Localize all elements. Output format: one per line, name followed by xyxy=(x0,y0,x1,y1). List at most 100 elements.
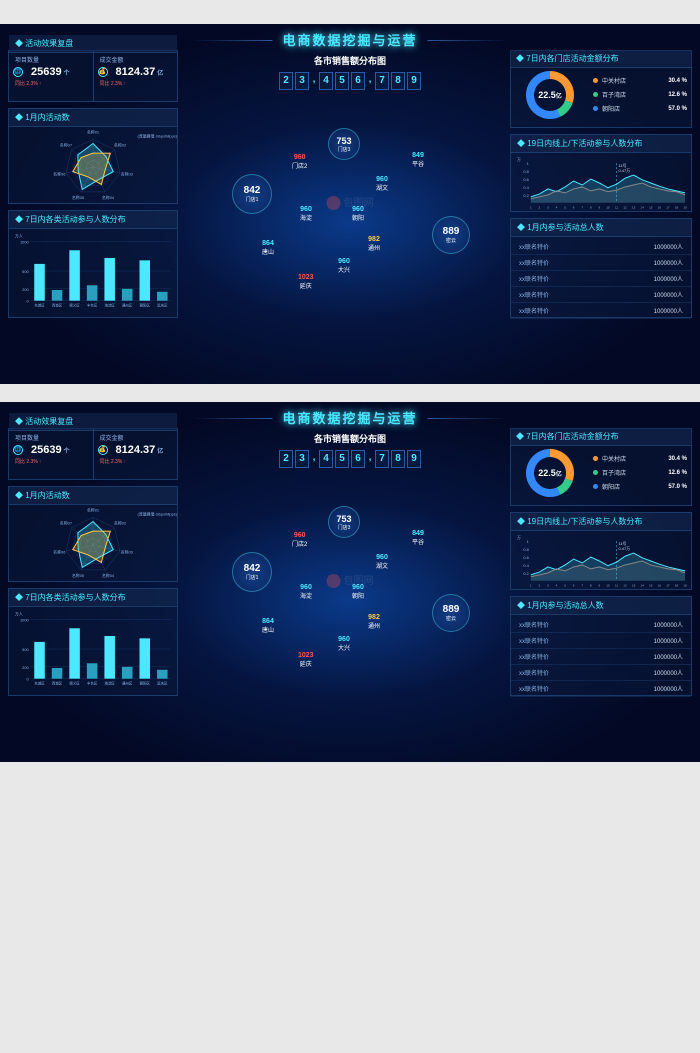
bubble-small: 960湖文 xyxy=(376,176,388,192)
svg-text:8: 8 xyxy=(590,584,592,588)
svg-text:11: 11 xyxy=(615,584,618,588)
legend-label: 朝阳店 xyxy=(602,104,620,113)
bubble-label: 海淀 xyxy=(300,213,312,222)
bubble-value: 960 xyxy=(292,154,307,161)
list-name: xx联名特价 xyxy=(519,290,549,299)
svg-text:延庆区: 延庆区 xyxy=(157,681,168,686)
svg-text:22.5亿: 22.5亿 xyxy=(538,468,562,478)
radar-chart: 名称01名称02名称03名称04名称05名称06名称07(流量峰值 Gbps/M… xyxy=(9,127,177,205)
svg-text:0.2: 0.2 xyxy=(523,571,528,576)
list-body: xx联名特价1000000人xx联名特价1000000人xx联名特价100000… xyxy=(511,615,691,699)
digit: 9 xyxy=(407,72,421,90)
svg-text:2: 2 xyxy=(539,584,541,588)
svg-text:西城区: 西城区 xyxy=(52,681,63,686)
bubble-label: 朝阳 xyxy=(352,213,364,222)
list-name: xx联名特价 xyxy=(519,274,549,283)
legend-dot xyxy=(593,456,598,461)
legend-pct: 12.6 % xyxy=(668,470,687,476)
svg-text:延庆区: 延庆区 xyxy=(157,303,168,308)
svg-text:名称06: 名称06 xyxy=(53,550,66,555)
bubble-value: 849 xyxy=(412,152,424,159)
stat-box: 项目数量 🌐 25639个 同比 2.3% xyxy=(9,429,93,479)
svg-text:丰台区: 丰台区 xyxy=(87,303,98,308)
dashboard: 电商数据挖掘与运营 包图网 活动效果复盘 项目数量 🌐 25639个 同比 2.… xyxy=(0,24,700,384)
svg-text:7: 7 xyxy=(581,206,583,210)
bubble-value: 889 xyxy=(443,226,460,237)
stat-value: 8124.37亿 xyxy=(116,66,172,78)
svg-text:(流量峰值 Gbps/Mpps): (流量峰值 Gbps/Mpps) xyxy=(137,133,177,138)
bubble-large: 889密云 xyxy=(432,216,470,254)
donut-chart: 22.5亿 xyxy=(519,442,581,504)
bubble-label: 门店1 xyxy=(246,574,259,581)
stat-change: 同比 2.3% xyxy=(100,458,172,465)
list-value: 1000000人 xyxy=(654,668,683,677)
svg-text:16: 16 xyxy=(658,584,662,588)
bubble-label: 通州 xyxy=(368,621,380,630)
radar-chart: 名称01名称02名称03名称04名称05名称06名称07(流量峰值 Gbps/M… xyxy=(9,505,177,583)
digit: 4 xyxy=(319,450,333,468)
digit: , xyxy=(367,72,373,90)
bubble-label: 朝阳 xyxy=(352,591,364,600)
legend-dot xyxy=(593,92,598,97)
radar-panel: 1月内活动数 名称01名称02名称03名称04名称05名称06名称07(流量峰值… xyxy=(8,486,178,582)
list-row: xx联名特价 1000000人 xyxy=(511,287,691,303)
bubble-label: 唐山 xyxy=(262,247,274,256)
list-name: xx联名特价 xyxy=(519,258,549,267)
bubble-small: 960门店2 xyxy=(292,154,307,170)
svg-text:10: 10 xyxy=(606,206,610,210)
list-body: xx联名特价 1000000人 xx联名特价 1000000人 xx联名特价 100000… xyxy=(511,237,691,321)
bubble-label: 湖文 xyxy=(376,183,388,192)
list-value: 1000000人 xyxy=(654,652,683,661)
legend-row: 中关村店30.4 % xyxy=(593,76,687,85)
bubble-value: 960 xyxy=(338,636,350,643)
svg-text:12: 12 xyxy=(623,206,627,210)
legend-dot xyxy=(593,78,598,83)
digit: 6 xyxy=(351,450,365,468)
radar-panel: 1月内活动数 名称01名称02名称03名称04名称05名称06名称07(流量峰值… xyxy=(8,108,178,204)
bubble-small: 960大兴 xyxy=(338,636,350,652)
svg-text:名称04: 名称04 xyxy=(102,195,115,200)
list-name: xx联名特价 xyxy=(519,652,549,661)
svg-text:13: 13 xyxy=(632,584,636,588)
stat-label: 项目数量 xyxy=(15,55,87,64)
stat-box: 成交金额 💰 8124.37亿 同比 2.3% xyxy=(93,51,178,101)
svg-text:0.8: 0.8 xyxy=(523,547,529,552)
digit: , xyxy=(311,450,317,468)
bubble-label: 大兴 xyxy=(338,265,350,274)
svg-text:1: 1 xyxy=(530,206,532,210)
svg-text:14: 14 xyxy=(641,584,645,588)
digit: 6 xyxy=(351,72,365,90)
svg-text:名称01: 名称01 xyxy=(87,129,99,134)
bubble-label: 海淀 xyxy=(300,591,312,600)
donut-panel: 7日内各门店活动金额分布 22.5亿 中关村店30.4 %百子湾店12.6 %朝… xyxy=(510,428,692,506)
bubble-large: 753门店3 xyxy=(328,506,360,538)
svg-text:5: 5 xyxy=(564,584,566,588)
svg-text:7: 7 xyxy=(581,584,583,588)
dashboard-title: 电商数据挖掘与运营 xyxy=(282,408,417,427)
radar-title: 1月内活动数 xyxy=(9,487,177,505)
bar-chart: 万人02005001000东城区西城区顺义区丰台区海淀区通州区朝阳区延庆区 xyxy=(9,607,177,695)
svg-text:3: 3 xyxy=(547,206,549,210)
bubble-small: 849平谷 xyxy=(412,152,424,168)
svg-text:名称04: 名称04 xyxy=(102,573,115,578)
bubble-value: 960 xyxy=(376,554,388,561)
svg-text:13: 13 xyxy=(632,206,636,210)
list-value: 1000000人 xyxy=(654,274,683,283)
stat-box: 成交金额 💰 8124.37亿 同比 2.3% xyxy=(93,429,178,479)
list-value: 1000000人 xyxy=(654,258,683,267)
digit: 3 xyxy=(295,450,309,468)
stats-panel: 活动效果复盘 项目数量 🌐 25639个 同比 2.3%成交金额 💰 8124.… xyxy=(8,428,178,480)
svg-text:14: 14 xyxy=(641,206,645,210)
bubble-small: 960湖文 xyxy=(376,554,388,570)
svg-text:顺义区: 顺义区 xyxy=(69,303,80,308)
area-panel: 19日内线上/下活动参与人数分布 万0.20.40.60.81123456789… xyxy=(510,134,692,212)
area-title: 19日内线上/下活动参与人数分布 xyxy=(511,135,691,153)
svg-text:1000: 1000 xyxy=(20,617,30,622)
bubble-value: 753 xyxy=(336,514,351,524)
page-header xyxy=(0,0,700,24)
list-value: 1000000人 xyxy=(654,290,683,299)
svg-text:海淀区: 海淀区 xyxy=(105,681,116,686)
list-row: xx联名特价1000000人 xyxy=(511,617,691,633)
bubble-small: 849平谷 xyxy=(412,530,424,546)
svg-text:0.4: 0.4 xyxy=(523,185,529,190)
